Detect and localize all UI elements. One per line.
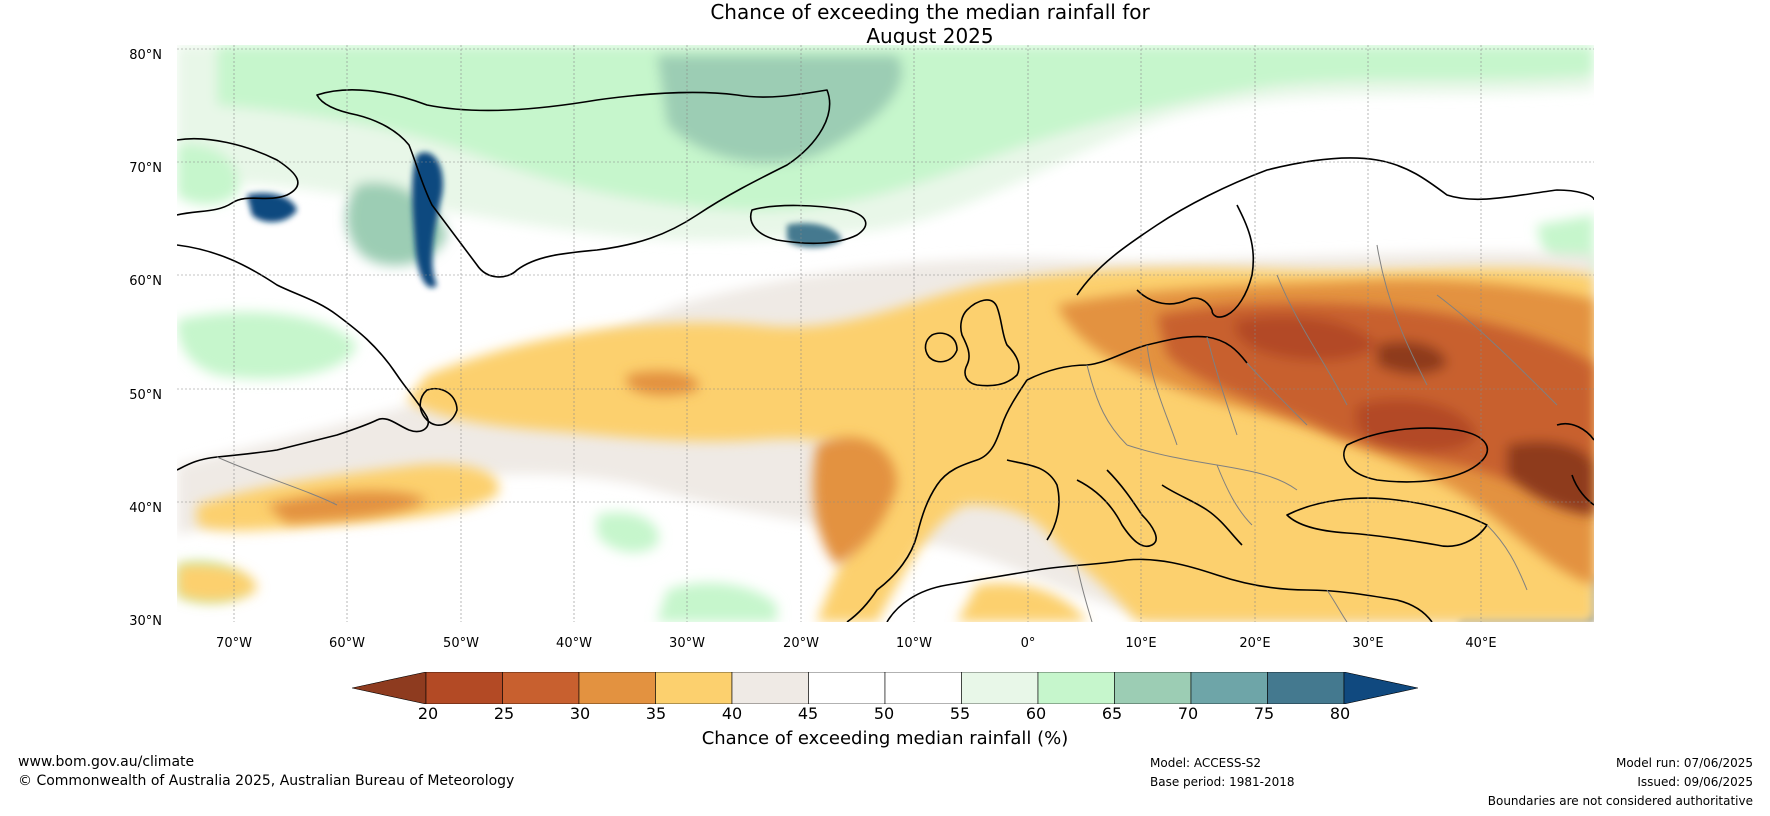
lat-label-50n: 50°N: [129, 388, 162, 403]
colorbar-extend-high: [1343, 672, 1418, 704]
lon-label-30e: 30°E: [1352, 636, 1384, 651]
lat-label-80n: 80°N: [129, 48, 162, 63]
issued-date: Issued: 09/06/2025: [1637, 775, 1753, 789]
colorbar-tick-50: 50: [873, 704, 895, 723]
colorbar-tick-40: 40: [721, 704, 743, 723]
colorbar: [352, 672, 1418, 704]
colorbar-segment-65-70: [1114, 672, 1192, 704]
lon-label-20w: 20°W: [783, 636, 819, 651]
great-britain-coast: [960, 299, 1020, 387]
colorbar-tick-60: 60: [1025, 704, 1047, 723]
lat-label-40n: 40°N: [129, 501, 162, 516]
newfoundland-coast: [419, 388, 458, 426]
colorbar-tick-20: 20: [417, 704, 439, 723]
caspian-coast: [1556, 422, 1594, 506]
colorbar-segments: [352, 672, 1418, 704]
probability-shading: [177, 45, 1594, 622]
colorbar-segment-40-45: [731, 672, 809, 704]
lat-label-30n: 30°N: [129, 614, 162, 629]
colorbar-tick-35: 35: [645, 704, 667, 723]
lat-label-60n: 60°N: [129, 274, 162, 289]
lat-label-70n: 70°N: [129, 161, 162, 176]
north-africa-coast: [886, 558, 1433, 622]
website-link[interactable]: www.bom.gov.au/climate: [18, 754, 195, 770]
colorbar-tick-80: 80: [1329, 704, 1351, 723]
base-period: Base period: 1981-2018: [1150, 775, 1295, 789]
anatolia-coast: [1286, 497, 1488, 547]
lon-label-10e: 10°E: [1125, 636, 1157, 651]
map-title-line1: Chance of exceeding the median rainfall …: [710, 0, 1150, 24]
colorbar-tick-45: 45: [797, 704, 819, 723]
colorbar-tick-55: 55: [949, 704, 971, 723]
boundaries-disclaimer: Boundaries are not considered authoritat…: [1487, 794, 1753, 808]
lon-label-40w: 40°W: [556, 636, 592, 651]
rainfall-map: [177, 45, 1594, 622]
lon-label-0: 0°: [1020, 636, 1036, 651]
lon-label-10w: 10°W: [896, 636, 932, 651]
iceland-coast: [750, 204, 867, 245]
lon-label-60w: 60°W: [329, 636, 365, 651]
copyright-text: © Commonwealth of Australia 2025, Austra…: [18, 773, 515, 789]
colorbar-segment-50-55: [884, 672, 962, 704]
lon-label-50w: 50°W: [443, 636, 479, 651]
colorbar-tick-70: 70: [1177, 704, 1199, 723]
colorbar-segment-30-35: [578, 672, 656, 704]
canada-coast: [177, 137, 429, 471]
colorbar-segment-35-40: [655, 672, 733, 704]
colorbar-segment-75-80: [1267, 672, 1345, 704]
colorbar-segment-70-75: [1190, 672, 1268, 704]
graticule: [177, 45, 1594, 622]
map-title: Chance of exceeding the median rainfall …: [0, 0, 1770, 48]
model-run-date: Model run: 07/06/2025: [1615, 756, 1753, 770]
colorbar-segment-55-60: [961, 672, 1039, 704]
colorbar-tick-75: 75: [1253, 704, 1275, 723]
greenland-coast: [316, 89, 831, 278]
ireland-coast: [924, 332, 958, 363]
colorbar-tick-65: 65: [1101, 704, 1123, 723]
lon-label-70w: 70°W: [216, 636, 252, 651]
colorbar-extend-low: [352, 672, 427, 704]
colorbar-label: Chance of exceeding median rainfall (%): [701, 728, 1069, 749]
lon-label-30w: 30°W: [669, 636, 705, 651]
colorbar-segment-20-25: [425, 672, 503, 704]
colorbar-tick-30: 30: [569, 704, 591, 723]
map-title-line2: August 2025: [866, 24, 994, 48]
lon-label-20e: 20°E: [1239, 636, 1271, 651]
driest-band: [1157, 303, 1594, 515]
colorbar-segment-25-30: [502, 672, 580, 704]
colorbar-segment-60-65: [1037, 672, 1115, 704]
lon-label-40e: 40°E: [1465, 636, 1497, 651]
colorbar-segment-45-50: [808, 672, 886, 704]
model-name: Model: ACCESS-S2: [1150, 756, 1262, 770]
scandinavia-coast: [1076, 157, 1594, 318]
black-sea-coast: [1343, 427, 1489, 483]
national-borders: [216, 244, 1558, 622]
colorbar-tick-25: 25: [493, 704, 515, 723]
